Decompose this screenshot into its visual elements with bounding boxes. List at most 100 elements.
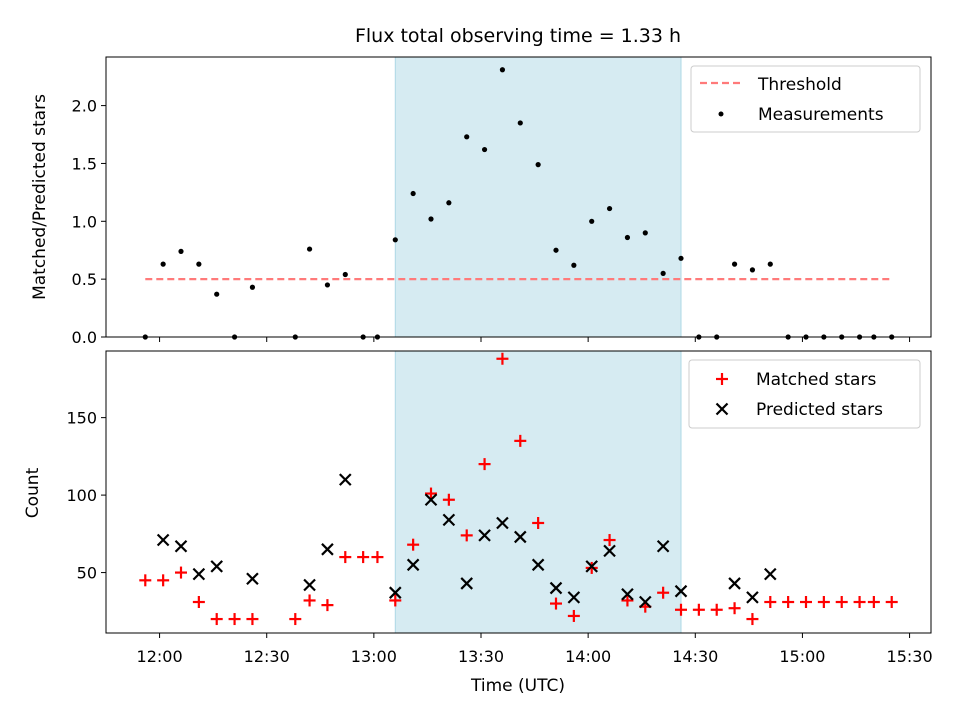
- predicted-stars-point: [303, 578, 316, 592]
- measurement-point: [660, 270, 666, 276]
- measurement-point: [428, 216, 434, 222]
- measurement-point: [553, 247, 559, 253]
- matched-stars-point: [478, 458, 491, 471]
- predicted-stars-point: [192, 567, 206, 581]
- measurement-point: [196, 261, 202, 267]
- matched-stars-point: [339, 551, 352, 564]
- matched-stars-point: [371, 551, 384, 564]
- predicted-stars-point: [424, 493, 438, 507]
- bottom-ytick-label: 50: [77, 564, 97, 583]
- predicted-stars-point: [460, 577, 473, 590]
- chart-title: Flux total observing time = 1.33 h: [355, 25, 681, 47]
- legend-matched-label: Matched stars: [756, 370, 876, 390]
- predicted-stars-point: [746, 591, 759, 604]
- predicted-stars-point: [639, 595, 652, 609]
- measurement-point: [481, 146, 488, 153]
- legend-threshold-label: Threshold: [757, 75, 842, 95]
- top-axes-frame: [105, 56, 932, 338]
- legend-measurements-swatch: [718, 111, 724, 117]
- matched-stars-point: [764, 596, 777, 609]
- xtick-label: 12:30: [244, 647, 290, 666]
- top-legend: Threshold Measurements: [690, 65, 921, 133]
- matched-stars-point: [442, 493, 455, 506]
- predicted-stars-point: [246, 572, 259, 586]
- measurement-point: [678, 255, 684, 261]
- xtick-label: 15:30: [887, 647, 933, 666]
- matched-stars-point: [692, 603, 705, 616]
- predicted-stars-point: [514, 530, 527, 544]
- predicted-stars-point: [156, 533, 170, 547]
- measurement-point: [464, 134, 470, 140]
- legend-predicted-swatch: [715, 402, 729, 416]
- predicted-stars-point: [531, 558, 545, 572]
- measurement-point: [731, 261, 738, 267]
- matched-stars-point: [710, 603, 723, 616]
- predicted-stars-point: [339, 473, 352, 486]
- measurement-point: [624, 234, 631, 241]
- top-panel: 0.00.51.01.52.0 Matched/Predicted stars …: [30, 56, 932, 347]
- matched-stars-point: [835, 596, 848, 609]
- matched-stars-point: [603, 534, 616, 547]
- bottom-y-axis-label: Count: [23, 467, 43, 518]
- matched-stars-point: [321, 599, 334, 612]
- top-y-axis-label: Matched/Predicted stars: [30, 94, 50, 300]
- top-ytick-label: 2.0: [72, 97, 97, 116]
- predicted-stars-point: [585, 560, 598, 573]
- predicted-stars-point: [603, 544, 616, 558]
- measurement-point: [306, 246, 313, 252]
- predicted-stars-point: [728, 577, 741, 590]
- top-ytick-label: 1.5: [72, 154, 97, 173]
- xtick-label: 14:30: [672, 647, 718, 666]
- predicted-stars-point: [674, 584, 688, 598]
- predicted-stars-point: [321, 543, 334, 556]
- matched-stars-point: [657, 586, 670, 599]
- matched-stars-point: [800, 596, 812, 609]
- matched-stars-point: [496, 352, 509, 365]
- matched-stars-point: [550, 597, 562, 610]
- measurement-point: [214, 291, 220, 297]
- measurement-point: [160, 261, 166, 267]
- predicted-stars-point: [442, 513, 456, 527]
- matched-stars-point: [746, 613, 759, 626]
- matched-stars-point: [175, 566, 187, 579]
- matched-stars-point: [532, 516, 545, 529]
- matched-stars-point: [289, 613, 302, 626]
- bottom-y-ticks: 50 100 150: [66, 409, 106, 583]
- matched-stars-point: [867, 596, 880, 609]
- measurement-point: [517, 120, 523, 126]
- matched-stars-point: [782, 596, 795, 609]
- bottom-shaded-interval: [394, 350, 682, 634]
- x-axis-label: Time (UTC): [470, 676, 565, 696]
- predicted-stars-point: [174, 539, 188, 553]
- predicted-stars-point: [210, 560, 223, 573]
- bottom-legend-box: [688, 359, 921, 429]
- predicted-stars-point: [656, 539, 670, 553]
- measurement-point: [446, 200, 452, 206]
- matched-stars-point: [303, 594, 316, 607]
- predicted-stars-point: [549, 581, 563, 595]
- matched-stars-point: [514, 434, 527, 447]
- legend-measurements-label: Measurements: [758, 105, 884, 125]
- matched-stars-point: [817, 596, 830, 609]
- top-ytick-label: 0.0: [72, 328, 97, 347]
- matched-stars-point: [357, 551, 370, 564]
- predicted-stars-point: [406, 558, 420, 572]
- matched-stars-point: [228, 613, 241, 626]
- bottom-ytick-label: 100: [66, 486, 97, 505]
- measurement-point: [249, 284, 256, 290]
- matched-stars-point: [192, 596, 205, 609]
- legend-predicted-label: Predicted stars: [756, 400, 883, 420]
- top-x-ticks: [159, 337, 911, 342]
- bottom-predicted-points: [156, 473, 777, 609]
- measurement-point: [499, 67, 506, 73]
- matched-stars-point: [885, 596, 898, 609]
- matched-stars-point: [139, 574, 152, 587]
- top-shaded-interval: [394, 56, 682, 338]
- predicted-stars-point: [764, 567, 777, 581]
- matched-stars-point: [407, 538, 420, 551]
- measurement-point: [535, 162, 541, 168]
- xtick-label: 14:00: [565, 647, 611, 666]
- bottom-ytick-label: 150: [66, 409, 97, 428]
